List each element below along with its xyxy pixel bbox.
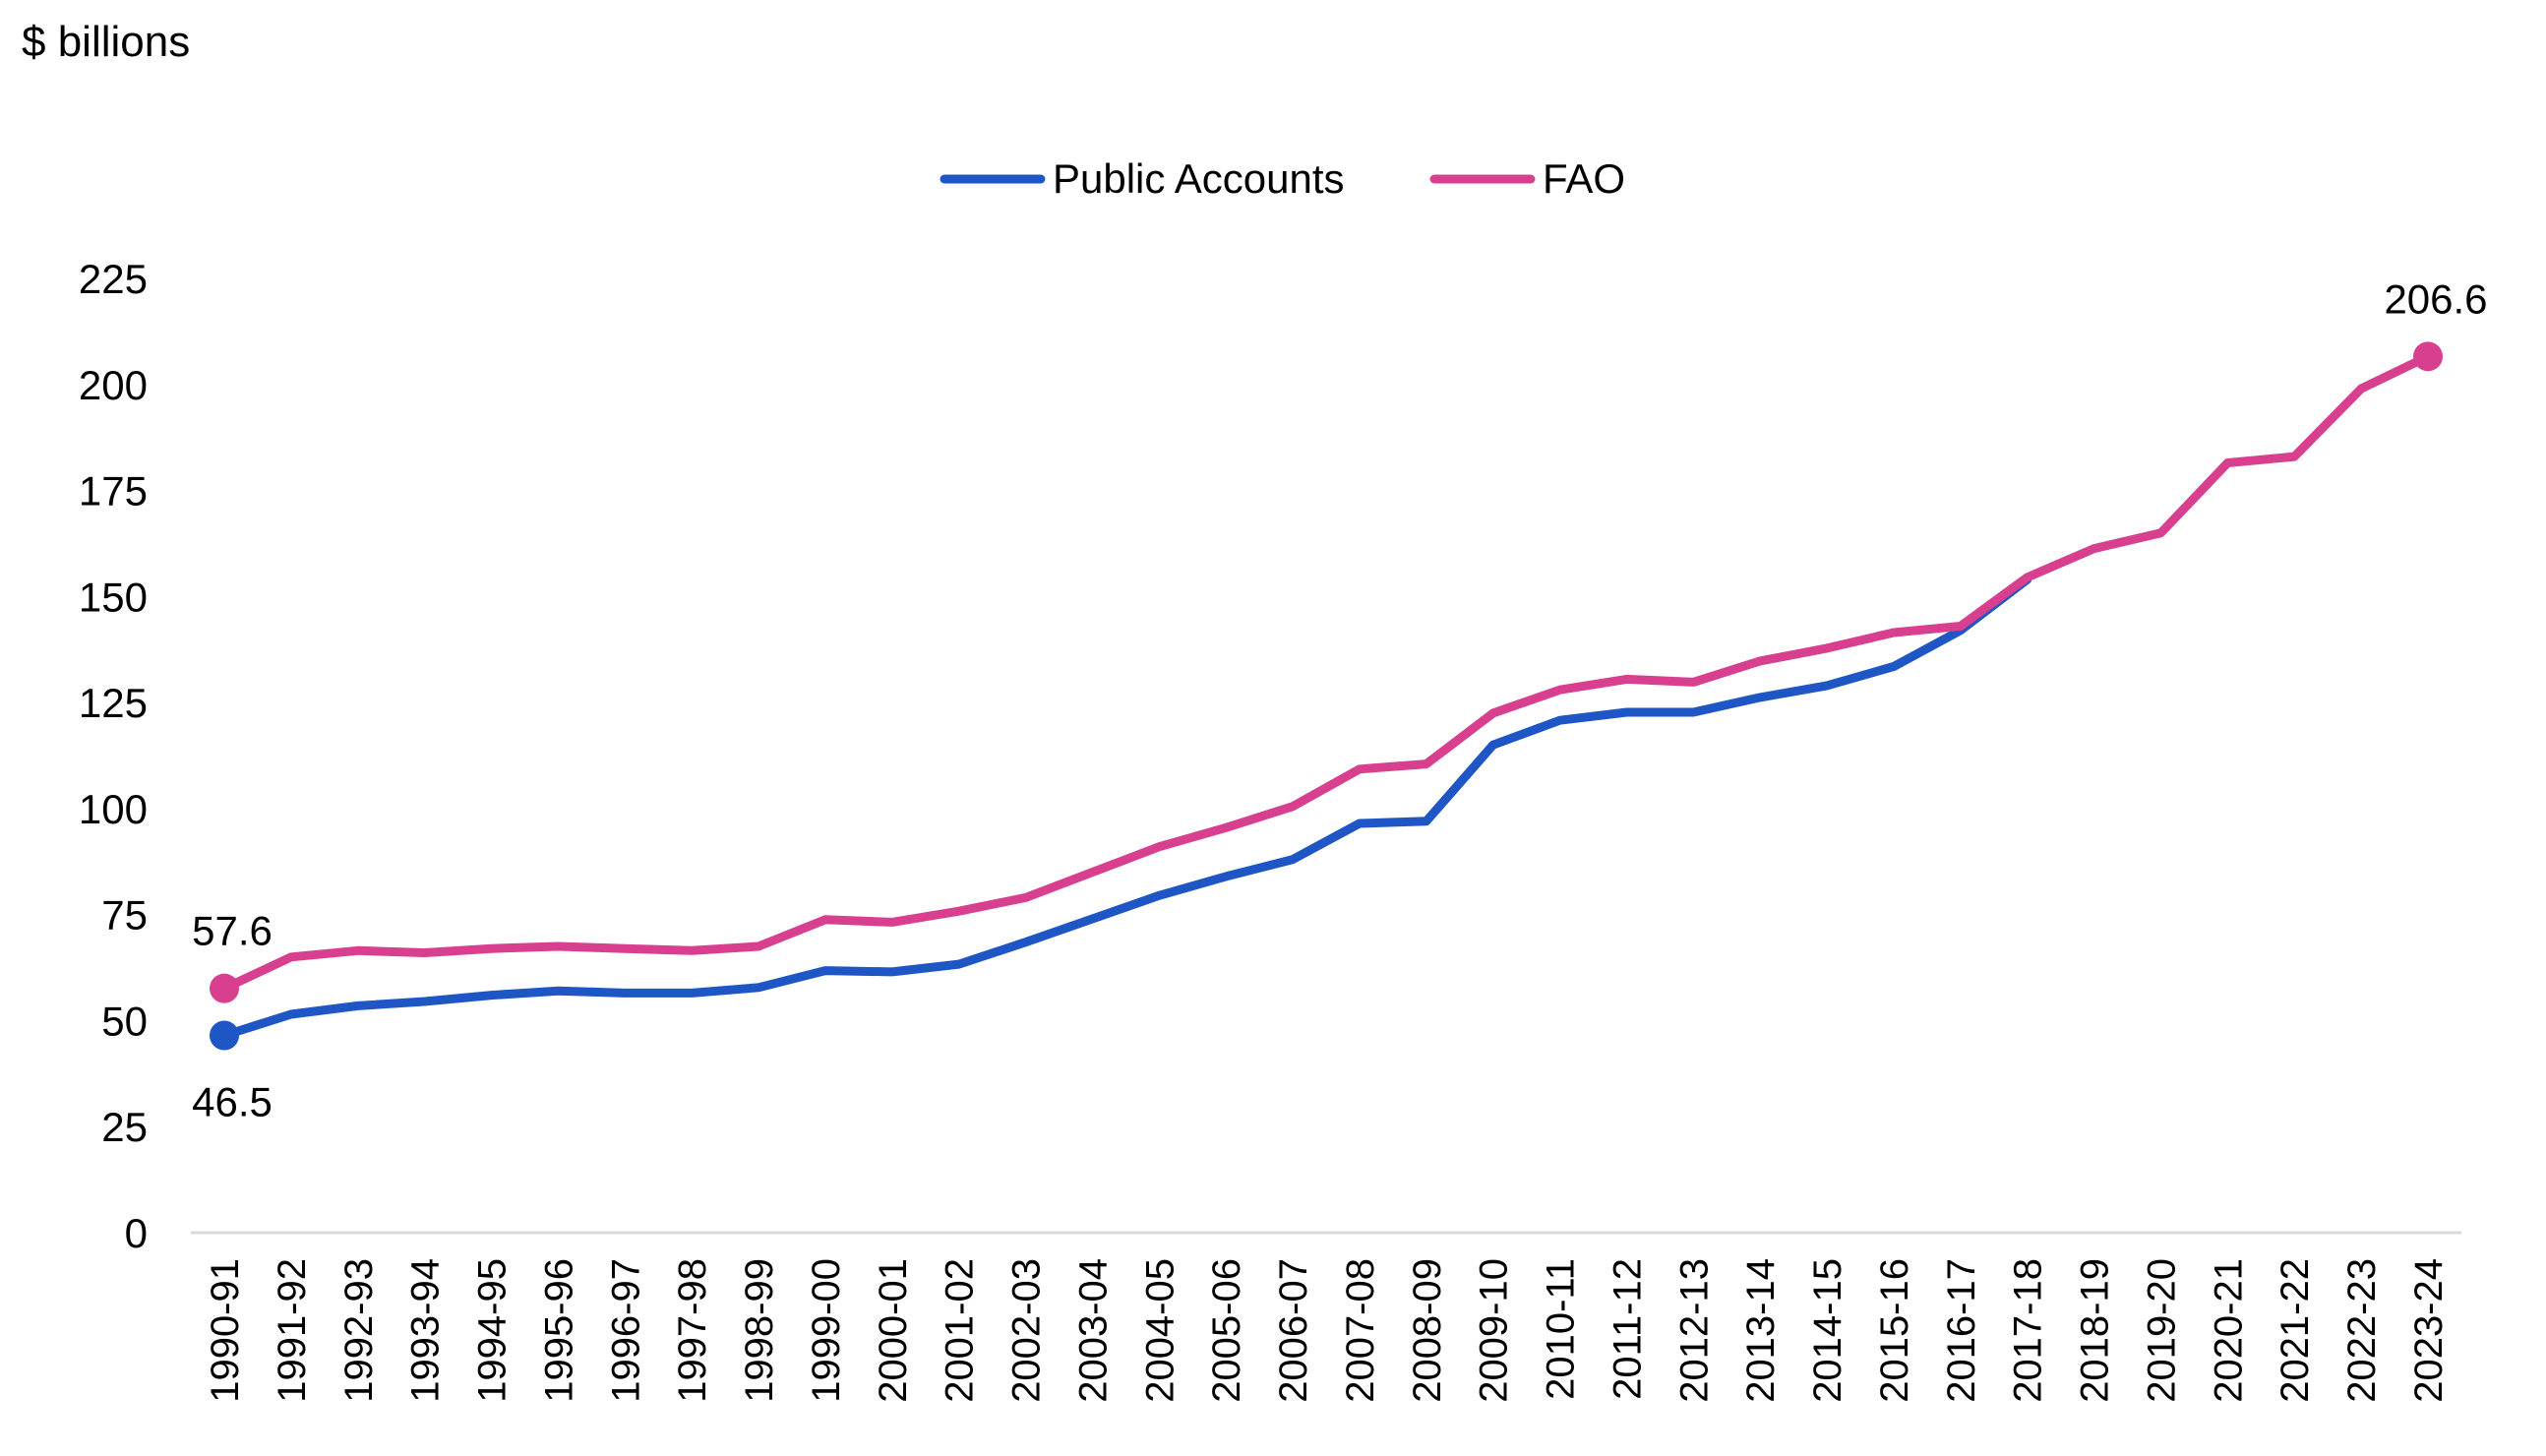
x-tick-label: 2017-18 [2007, 1258, 2050, 1403]
x-tick-label: 2012-13 [1672, 1258, 1716, 1403]
x-tick-label: 1991-92 [271, 1258, 314, 1403]
data-point-marker [2413, 341, 2443, 372]
x-tick-label: 2013-14 [1739, 1258, 1783, 1403]
x-tick-label: 1993-94 [404, 1258, 448, 1403]
data-labels: 46.5 57.6 206.6 [192, 275, 2487, 1124]
x-tick-label: 2005-06 [1205, 1258, 1248, 1403]
y-tick-label: 125 [79, 680, 148, 726]
x-tick-label: 2000-01 [872, 1258, 915, 1403]
y-tick-label: 50 [101, 998, 148, 1044]
x-tick-label: 1998-99 [738, 1258, 781, 1403]
data-label: 46.5 [192, 1079, 273, 1125]
y-tick-label: 200 [79, 362, 148, 408]
y-tick-label: 100 [79, 786, 148, 832]
x-tick-label: 2019-20 [2140, 1258, 2183, 1403]
x-tick-label: 2007-08 [1339, 1258, 1382, 1403]
y-tick-label: 75 [101, 892, 148, 939]
x-tick-label: 2016-17 [1940, 1258, 1983, 1403]
x-tick-label: 2022-23 [2340, 1258, 2384, 1403]
y-tick-label: 225 [79, 256, 148, 302]
x-tick-label: 1995-96 [537, 1258, 580, 1403]
x-tick-label: 1992-93 [337, 1258, 381, 1403]
x-tick-label: 1990-91 [204, 1258, 247, 1403]
x-tick-label: 2023-24 [2407, 1258, 2451, 1403]
x-tick-label: 2015-16 [1873, 1258, 1916, 1403]
y-axis-unit-label: $ billions [22, 18, 191, 66]
x-tick-label: 2009-10 [1473, 1258, 1516, 1403]
x-tick-label: 2006-07 [1272, 1258, 1315, 1403]
x-tick-label: 2020-21 [2207, 1258, 2250, 1403]
x-tick-label: 2002-03 [1005, 1258, 1049, 1403]
x-tick-label: 2001-02 [939, 1258, 982, 1403]
x-tick-label: 2014-15 [1806, 1258, 1849, 1403]
series-markers [210, 341, 2443, 1051]
legend-label: FAO [1543, 155, 1625, 202]
legend: Public Accounts FAO [940, 155, 1625, 202]
x-tick-label: 1997-98 [671, 1258, 714, 1403]
y-axis-ticks: 0 25 50 75 100 125 150 175 200 225 [79, 256, 148, 1256]
y-tick-label: 150 [79, 574, 148, 620]
x-tick-label: 1994-95 [471, 1258, 515, 1403]
x-tick-label: 2018-19 [2074, 1258, 2117, 1403]
series-line-fao [219, 351, 2433, 994]
x-tick-label: 1999-00 [805, 1258, 848, 1403]
y-tick-label: 0 [125, 1210, 148, 1256]
legend-label: Public Accounts [1053, 155, 1345, 202]
data-point-marker [210, 973, 239, 1003]
data-label: 57.6 [192, 908, 273, 954]
series-line-public-accounts [219, 575, 2032, 1040]
x-tick-label: 2011-12 [1606, 1258, 1649, 1400]
x-tick-label: 2010-11 [1540, 1258, 1583, 1400]
y-tick-label: 25 [101, 1104, 148, 1150]
x-tick-label: 2021-22 [2273, 1258, 2317, 1403]
data-point-marker [210, 1020, 239, 1051]
x-axis-ticks: 1990-91 1991-92 1992-93 1993-94 1994-95 1995-… [204, 1258, 2451, 1403]
y-tick-label: 175 [79, 468, 148, 515]
x-tick-label: 2003-04 [1071, 1258, 1115, 1403]
x-tick-label: 1996-97 [604, 1258, 647, 1403]
series-lines [219, 351, 2433, 1040]
x-tick-label: 2004-05 [1138, 1258, 1182, 1403]
data-label: 206.6 [2384, 275, 2487, 322]
x-tick-label: 2008-09 [1406, 1258, 1449, 1403]
